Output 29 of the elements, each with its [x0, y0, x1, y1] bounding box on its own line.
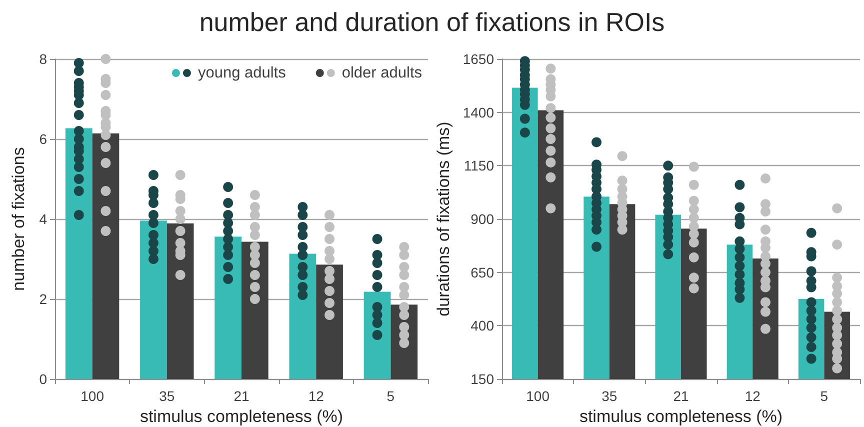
y-axis-title: durations of fixations (ms): [434, 122, 453, 316]
y-tick-label: 0: [39, 371, 48, 387]
x-tick-label: 100: [526, 388, 550, 404]
y-tick-label: 1400: [462, 104, 494, 120]
x-tick-label: 100: [80, 388, 104, 404]
y-tick-label: 8: [39, 51, 48, 67]
x-tick-label: 21: [673, 388, 689, 404]
y-tick-label: 150: [470, 371, 494, 387]
y-axis-title: number of fixations: [9, 147, 28, 291]
x-tick-label: 5: [386, 388, 395, 404]
y-tick-label: 650: [470, 264, 494, 280]
chart-title: number and duration of fixations in ROIs: [199, 7, 665, 37]
y-tick-label: 2: [39, 291, 48, 307]
x-axis-title: stimulus completeness (%): [579, 406, 783, 426]
x-tick-label: 12: [308, 388, 324, 404]
x-tick-label: 5: [820, 388, 828, 404]
y-tick-label: 1650: [462, 51, 494, 67]
legend-label: young adults: [198, 64, 286, 82]
x-tick-label: 35: [602, 388, 618, 404]
y-tick-label: 6: [39, 131, 48, 147]
x-tick-label: 21: [234, 388, 250, 404]
y-tick-label: 1150: [464, 158, 494, 174]
x-axis-title: stimulus completeness (%): [140, 406, 344, 426]
y-tick-label: 4: [39, 211, 48, 227]
x-tick-label: 35: [159, 388, 175, 404]
y-tick-label: 900: [470, 211, 494, 227]
x-tick-label: 12: [744, 388, 761, 404]
legend-label: older adults: [342, 64, 422, 82]
y-tick-label: 400: [470, 318, 494, 334]
